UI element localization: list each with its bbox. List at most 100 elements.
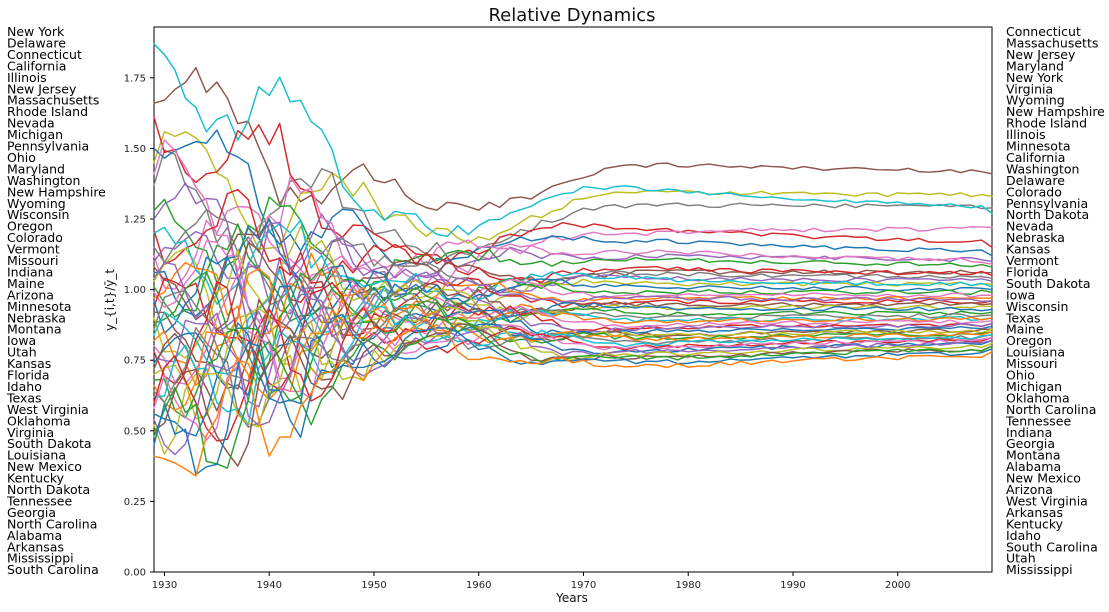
right-label: Pennsylvania xyxy=(1006,196,1088,211)
left-label: Wisconsin xyxy=(7,207,69,222)
y-tick-label: 1.75 xyxy=(124,73,146,84)
right-label: Tennessee xyxy=(1005,413,1071,428)
y-tick-label: 1.50 xyxy=(124,144,146,155)
left-label: Rhode Island xyxy=(7,104,88,119)
right-label: Ohio xyxy=(1006,368,1035,383)
right-label: Nevada xyxy=(1006,219,1054,234)
right-label: Colorado xyxy=(1006,184,1062,199)
left-label: New York xyxy=(7,24,65,39)
y-tick-label: 0.50 xyxy=(124,426,146,437)
series-line xyxy=(153,129,993,267)
right-label: New Hampshire xyxy=(1006,104,1105,119)
right-label: California xyxy=(1006,150,1065,165)
series-line xyxy=(153,318,993,469)
left-label: Nevada xyxy=(7,116,55,131)
right-label: Kentucky xyxy=(1006,516,1064,531)
y-axis: 0.00 0.25 0.50 0.75 1.00 1.25 1.50 1.75 xyxy=(124,73,154,579)
right-label: Rhode Island xyxy=(1006,116,1087,131)
left-label: Minnesota xyxy=(7,299,72,314)
right-label: Alabama xyxy=(1006,459,1061,474)
series-line xyxy=(153,219,993,305)
x-tick-label: 1990 xyxy=(780,580,805,591)
right-label: Florida xyxy=(1006,264,1049,279)
x-tick-label: 1930 xyxy=(152,580,177,591)
series-line xyxy=(153,288,993,408)
right-label: South Carolina xyxy=(1006,539,1098,554)
series-lines xyxy=(153,43,993,477)
right-label: Massachusetts xyxy=(1006,35,1098,50)
series-line xyxy=(153,218,993,317)
right-label: Indiana xyxy=(1006,425,1052,440)
series-line xyxy=(153,130,993,250)
series-line xyxy=(153,205,993,290)
right-label: Wisconsin xyxy=(1006,299,1068,314)
left-label: North Carolina xyxy=(7,516,97,531)
right-label: West Virginia xyxy=(1006,493,1088,508)
right-label: Oklahoma xyxy=(1006,390,1070,405)
series-line xyxy=(153,139,993,284)
right-label: Missouri xyxy=(1006,356,1057,371)
left-label: Wyoming xyxy=(7,196,66,211)
left-label: Maryland xyxy=(7,161,65,176)
chart-title: Relative Dynamics xyxy=(488,5,655,26)
series-line xyxy=(153,196,993,300)
left-label: Indiana xyxy=(7,264,53,279)
x-tick-label: 1960 xyxy=(466,580,491,591)
right-label: Arizona xyxy=(1006,482,1053,497)
x-tick-label: 1970 xyxy=(571,580,596,591)
left-label: California xyxy=(7,58,66,73)
y-tick-label: 0.75 xyxy=(124,356,146,367)
right-label: Arkansas xyxy=(1006,505,1063,520)
left-label: Washington xyxy=(7,173,80,188)
series-line xyxy=(153,43,993,238)
left-label: West Virginia xyxy=(7,402,89,417)
y-axis-label: y_{i,t}/ȳ_t xyxy=(103,269,117,331)
left-label: Tennessee xyxy=(6,493,72,508)
left-label: New Mexico xyxy=(7,459,82,474)
left-label: New Hampshire xyxy=(7,184,106,199)
left-label: Ohio xyxy=(7,150,36,165)
x-tick-label: 1940 xyxy=(256,580,281,591)
left-label: Oklahoma xyxy=(7,413,71,428)
series-line xyxy=(153,306,993,442)
left-label: Maine xyxy=(7,276,45,291)
right-label: Georgia xyxy=(1006,436,1055,451)
left-label: Connecticut xyxy=(7,47,82,62)
left-label: North Dakota xyxy=(7,482,90,497)
x-tick-label: 1980 xyxy=(675,580,700,591)
y-tick-label: 1.00 xyxy=(124,285,146,296)
series-line xyxy=(153,223,993,322)
right-label: Minnesota xyxy=(1006,139,1071,154)
left-label: Iowa xyxy=(7,333,36,348)
x-tick-label: 1950 xyxy=(361,580,386,591)
left-label: South Carolina xyxy=(7,562,99,577)
left-label: Idaho xyxy=(7,379,42,394)
series-line xyxy=(153,149,993,258)
right-label: North Dakota xyxy=(1006,207,1089,222)
plot-frame xyxy=(153,26,993,573)
x-tick-label: 2000 xyxy=(885,580,910,591)
y-tick-label: 1.25 xyxy=(124,215,146,226)
left-label: New Jersey xyxy=(7,81,77,96)
left-label: Illinois xyxy=(7,70,47,85)
right-label: Nebraska xyxy=(1006,230,1065,245)
right-label: Texas xyxy=(1005,310,1041,325)
left-label: Louisiana xyxy=(7,448,66,463)
right-label: Maine xyxy=(1006,322,1044,337)
left-label: Virginia xyxy=(7,425,54,440)
series-line xyxy=(153,241,993,364)
series-line xyxy=(153,225,993,336)
left-label: Colorado xyxy=(7,230,63,245)
right-label: Oregon xyxy=(1006,333,1052,348)
left-label: Arkansas xyxy=(7,539,64,554)
y-tick-label: 0.00 xyxy=(124,568,146,579)
left-label: Pennsylvania xyxy=(7,139,89,154)
left-label: Florida xyxy=(7,368,50,383)
right-label: Utah xyxy=(1006,551,1036,566)
right-label: Maryland xyxy=(1006,58,1064,73)
left-label: Nebraska xyxy=(7,310,66,325)
y-tick-label: 0.25 xyxy=(124,497,146,508)
x-axis: 1930 1940 1950 1960 1970 1980 1990 2000 xyxy=(152,572,910,591)
